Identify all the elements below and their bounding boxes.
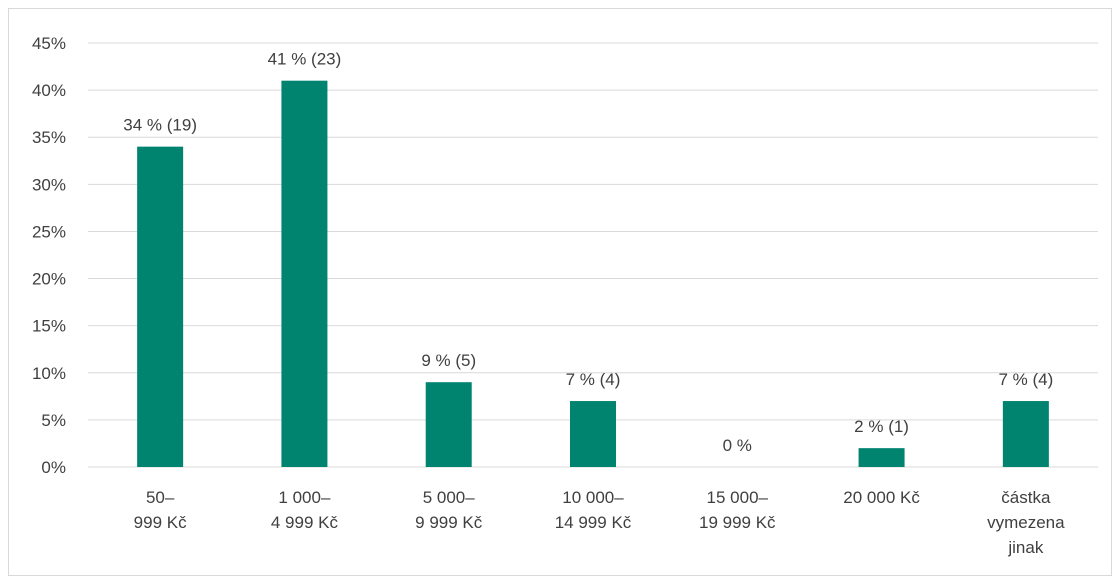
x-category-label: jinak [1007,538,1043,557]
x-category-label: 50– [146,488,175,507]
bar [1002,401,1049,467]
bar [425,382,472,467]
y-tick-label: 5% [41,411,66,430]
x-category-label: 9 999 Kč [415,513,483,532]
data-label: 41 % (23) [268,50,342,69]
data-label: 34 % (19) [123,116,197,135]
y-tick-label: 35% [32,128,66,147]
bar [858,448,905,467]
data-label: 2 % (1) [854,417,909,436]
y-tick-label: 15% [32,317,66,336]
data-label: 0 % [723,436,752,455]
x-category-label: 19 999 Kč [699,513,776,532]
x-category-label: 20 000 Kč [843,488,920,507]
x-category-label: částka [1001,488,1051,507]
x-category-label: 14 999 Kč [555,513,632,532]
data-label: 7 % (4) [998,370,1053,389]
y-tick-label: 0% [41,458,66,477]
x-category-label: 999 Kč [134,513,187,532]
x-category-label: 4 999 Kč [271,513,339,532]
y-tick-label: 25% [32,222,66,241]
y-tick-label: 45% [32,34,66,53]
bar [570,401,616,467]
bar [137,146,184,467]
data-label: 7 % (4) [566,370,621,389]
y-tick-label: 40% [32,81,66,100]
x-category-label: vymezena [987,513,1065,532]
y-tick-label: 30% [32,175,66,194]
data-label: 9 % (5) [421,351,476,370]
x-category-label: 5 000– [423,488,476,507]
y-tick-label: 20% [32,270,66,289]
y-tick-label: 10% [32,364,66,383]
x-category-label: 10 000– [562,488,624,507]
chart-frame [8,8,1112,576]
bar [281,80,328,467]
x-category-label: 1 000– [278,488,331,507]
x-category-label: 15 000– [707,488,769,507]
